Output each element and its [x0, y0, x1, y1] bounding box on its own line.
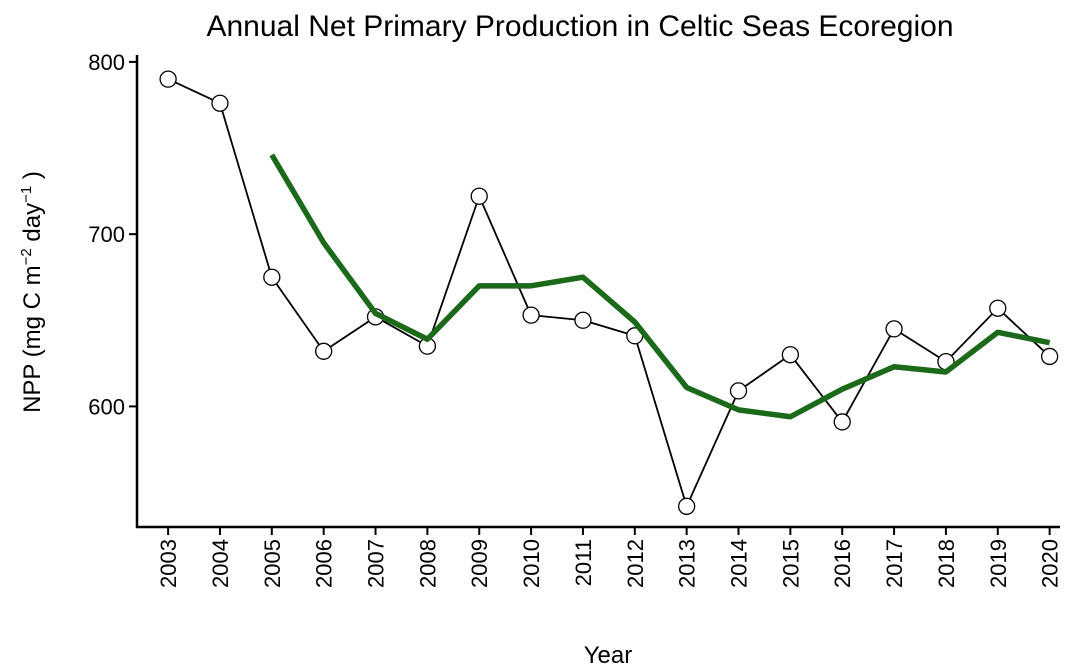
data-point — [470, 187, 488, 205]
y-label-part: day — [19, 203, 46, 248]
x-tick-label: 2011 — [571, 539, 596, 586]
y-label-part: ) — [19, 171, 46, 186]
y-tick-label: 800 — [88, 50, 125, 75]
x-tick-label: 2005 — [260, 539, 285, 588]
chart-title: Annual Net Primary Production in Celtic … — [206, 10, 953, 43]
x-tick-label: 2020 — [1038, 539, 1063, 588]
series-line — [167, 78, 1051, 508]
x-tick-label: 2018 — [934, 539, 959, 588]
x-tick-label: 2004 — [208, 539, 233, 588]
x-tick-label: 2009 — [467, 539, 492, 588]
x-tick-label: 2006 — [312, 539, 337, 588]
y-tick-label: 600 — [88, 394, 125, 419]
y-axis-label: NPP (mg C m−2 day−1 ) — [18, 171, 46, 413]
series-line — [269, 153, 1051, 420]
x-tick-label: 2003 — [156, 539, 181, 588]
data-point — [211, 94, 229, 112]
data-point — [729, 382, 748, 400]
data-point — [781, 346, 800, 364]
data-point — [678, 497, 696, 515]
data-point — [315, 342, 333, 360]
data-point — [522, 306, 540, 324]
y-tick-label: 700 — [88, 222, 125, 247]
data-point — [989, 299, 1007, 317]
data-point — [263, 268, 281, 286]
y-label-part: −1 — [18, 186, 35, 203]
data-point — [833, 413, 851, 431]
x-tick-label: 2008 — [415, 539, 440, 588]
x-tick-label: 2014 — [727, 539, 752, 588]
x-tick-label: 2016 — [830, 539, 855, 588]
x-tick-label: 2010 — [519, 539, 544, 588]
data-point — [885, 320, 903, 338]
data-point — [574, 311, 592, 329]
x-tick-label: 2007 — [364, 539, 389, 588]
data-point — [159, 70, 177, 88]
x-tick-label: 2017 — [882, 539, 907, 588]
x-tick-label: 2013 — [675, 539, 700, 588]
x-axis-label: Year — [584, 642, 633, 669]
data-point — [1040, 347, 1059, 366]
x-tick-label: 2012 — [623, 539, 648, 588]
x-tick-label: 2015 — [778, 539, 803, 588]
x-tick-label: 2019 — [986, 539, 1011, 588]
y-label-part: NPP (mg C m — [19, 265, 46, 413]
y-label-part: −2 — [18, 248, 35, 265]
